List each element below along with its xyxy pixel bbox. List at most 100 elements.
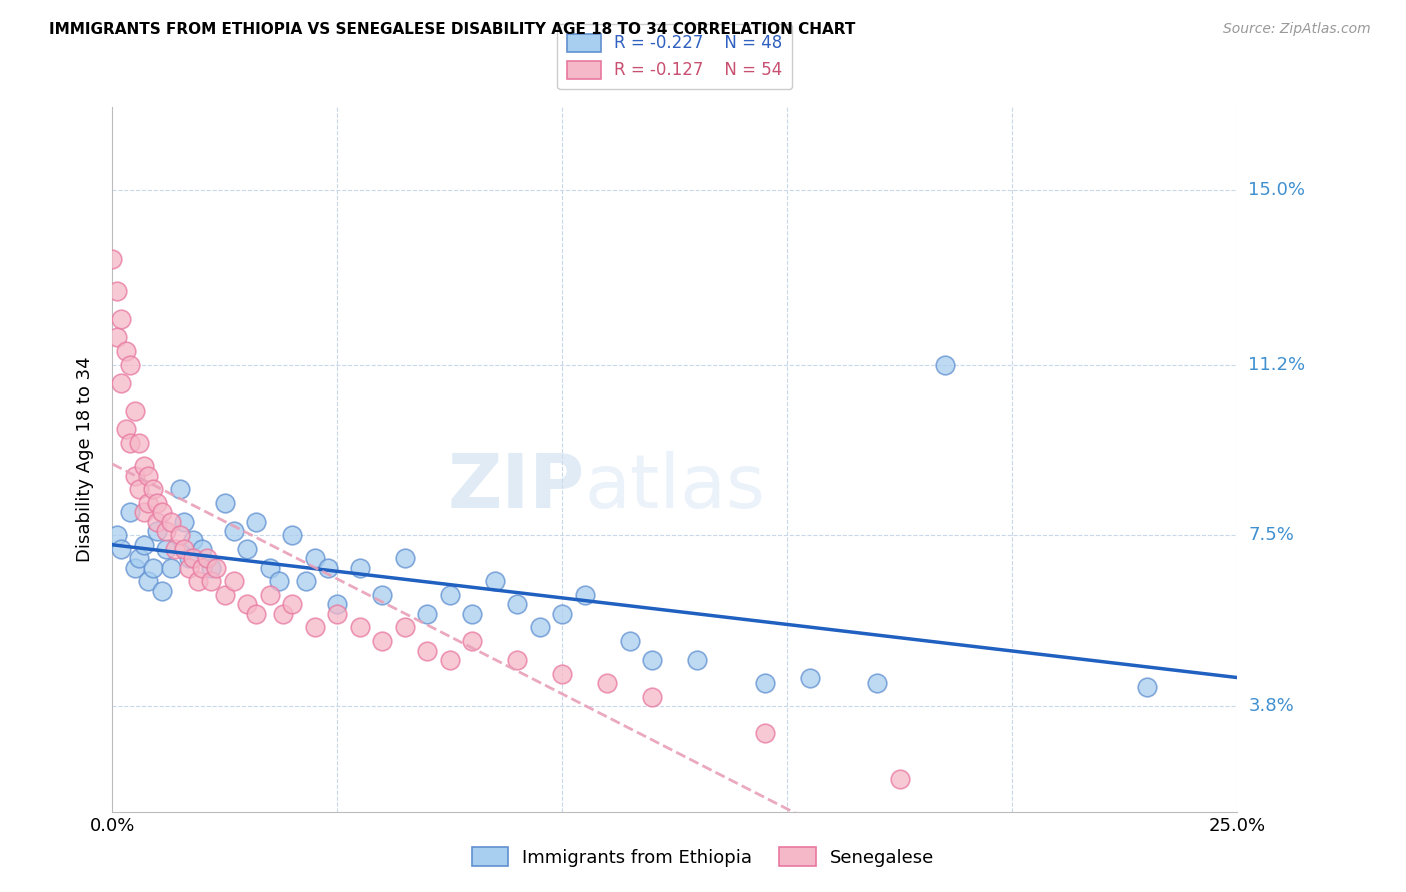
Point xyxy=(169,528,191,542)
Point xyxy=(146,515,169,529)
Point xyxy=(349,560,371,574)
Point xyxy=(222,574,245,589)
Point xyxy=(138,496,160,510)
Point xyxy=(461,634,484,648)
Point xyxy=(245,607,267,621)
Point xyxy=(101,252,124,266)
Point xyxy=(191,542,214,557)
Point xyxy=(128,551,150,566)
Point xyxy=(195,551,218,566)
Point xyxy=(551,607,574,621)
Point xyxy=(349,620,371,634)
Point xyxy=(596,675,619,690)
Point xyxy=(686,653,709,667)
Point xyxy=(484,574,506,589)
Point xyxy=(150,505,173,519)
Point xyxy=(155,524,177,538)
Point xyxy=(416,607,439,621)
Point xyxy=(236,542,259,557)
Point xyxy=(160,515,183,529)
Point xyxy=(574,588,596,602)
Point xyxy=(132,538,155,552)
Point xyxy=(200,560,222,574)
Point xyxy=(326,607,349,621)
Point xyxy=(120,358,142,372)
Point xyxy=(165,542,187,557)
Point xyxy=(132,505,155,519)
Point xyxy=(115,344,138,359)
Y-axis label: Disability Age 18 to 34: Disability Age 18 to 34 xyxy=(76,357,94,562)
Point xyxy=(371,634,394,648)
Point xyxy=(110,376,132,391)
Point xyxy=(177,560,200,574)
Point xyxy=(281,528,304,542)
Point xyxy=(173,542,195,557)
Text: ZIP: ZIP xyxy=(447,451,585,524)
Point xyxy=(214,496,236,510)
Point xyxy=(754,726,776,740)
Point xyxy=(142,560,165,574)
Text: atlas: atlas xyxy=(585,451,766,524)
Point xyxy=(132,459,155,474)
Point xyxy=(124,404,146,418)
Point xyxy=(205,560,228,574)
Point xyxy=(146,496,169,510)
Point xyxy=(439,653,461,667)
Point xyxy=(169,483,191,497)
Legend: Immigrants from Ethiopia, Senegalese: Immigrants from Ethiopia, Senegalese xyxy=(464,840,942,874)
Point xyxy=(641,653,664,667)
Point xyxy=(304,551,326,566)
Point xyxy=(128,483,150,497)
Point xyxy=(371,588,394,602)
Point xyxy=(214,588,236,602)
Point xyxy=(183,533,205,547)
Point xyxy=(318,560,340,574)
Point xyxy=(934,358,956,372)
Point xyxy=(506,598,529,612)
Point xyxy=(142,483,165,497)
Point xyxy=(889,772,911,787)
Point xyxy=(304,620,326,634)
Point xyxy=(138,468,160,483)
Point xyxy=(120,505,142,519)
Point xyxy=(245,515,267,529)
Point xyxy=(506,653,529,667)
Point xyxy=(146,524,169,538)
Text: IMMIGRANTS FROM ETHIOPIA VS SENEGALESE DISABILITY AGE 18 TO 34 CORRELATION CHART: IMMIGRANTS FROM ETHIOPIA VS SENEGALESE D… xyxy=(49,22,856,37)
Point xyxy=(281,598,304,612)
Point xyxy=(1136,681,1159,695)
Point xyxy=(138,574,160,589)
Point xyxy=(259,588,281,602)
Point xyxy=(439,588,461,602)
Point xyxy=(160,560,183,574)
Point xyxy=(394,620,416,634)
Point xyxy=(236,598,259,612)
Point xyxy=(150,583,173,598)
Point xyxy=(754,675,776,690)
Point xyxy=(191,560,214,574)
Point xyxy=(799,671,821,685)
Point xyxy=(124,560,146,574)
Point xyxy=(173,515,195,529)
Point xyxy=(105,285,128,299)
Point xyxy=(120,436,142,450)
Point xyxy=(267,574,290,589)
Point xyxy=(124,468,146,483)
Point xyxy=(177,551,200,566)
Point xyxy=(222,524,245,538)
Text: 3.8%: 3.8% xyxy=(1249,697,1294,714)
Point xyxy=(183,551,205,566)
Point xyxy=(416,643,439,657)
Point xyxy=(115,422,138,436)
Point xyxy=(394,551,416,566)
Point xyxy=(641,690,664,704)
Point xyxy=(105,528,128,542)
Point xyxy=(326,598,349,612)
Point xyxy=(105,330,128,344)
Point xyxy=(273,607,295,621)
Point xyxy=(866,675,889,690)
Point xyxy=(529,620,551,634)
Point xyxy=(110,312,132,326)
Point xyxy=(295,574,318,589)
Point xyxy=(110,542,132,557)
